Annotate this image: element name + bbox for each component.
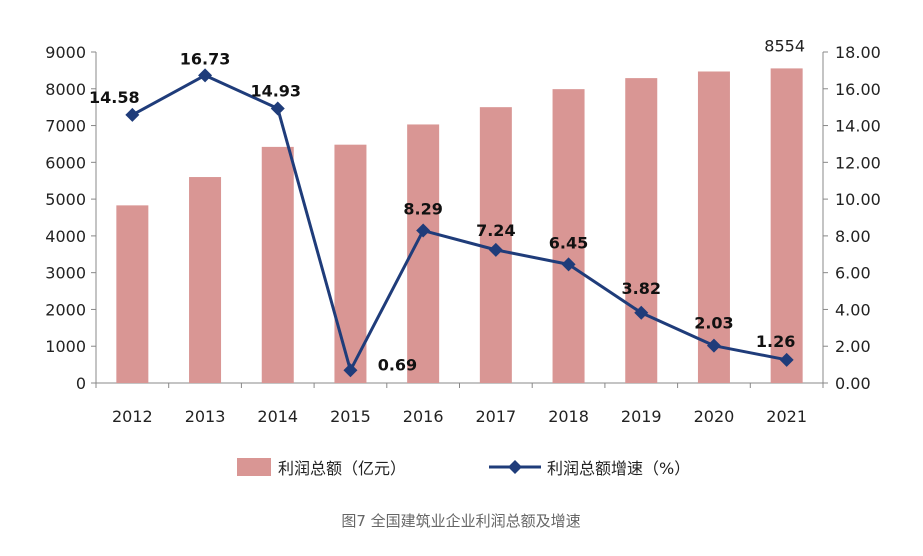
x-tick-label: 2018 — [548, 407, 589, 426]
left-tick-label: 5000 — [45, 190, 86, 209]
right-tick-label: 16.00 — [835, 80, 881, 99]
x-tick-label: 2015 — [330, 407, 371, 426]
line-point-marker — [416, 223, 431, 238]
x-tick-label: 2012 — [112, 407, 153, 426]
line-data-label: 2.03 — [694, 314, 733, 333]
x-tick-label: 2017 — [475, 407, 516, 426]
left-tick-label: 9000 — [45, 43, 86, 62]
x-tick-label: 2016 — [403, 407, 444, 426]
left-tick-label: 8000 — [45, 80, 86, 99]
left-tick-label: 0 — [76, 374, 86, 393]
x-tick-label: 2021 — [766, 407, 807, 426]
x-tick-label: 2020 — [694, 407, 735, 426]
right-tick-label: 2.00 — [835, 337, 871, 356]
legend-bar-label: 利润总额（亿元） — [278, 459, 406, 478]
bar — [697, 71, 730, 384]
line-data-label: 16.73 — [180, 49, 231, 68]
legend-diamond-marker — [508, 460, 522, 474]
axes: 0 1000 2000 3000 4000 5000 6000 7000 8000 9000 0.0… — [45, 43, 881, 426]
left-tick-label: 7000 — [45, 117, 86, 136]
x-tick-label: 2019 — [621, 407, 662, 426]
right-tick-label: 10.00 — [835, 190, 881, 209]
bar-data-label: 8554 — [764, 36, 805, 55]
line-point-marker — [706, 338, 721, 353]
line-data-label: 0.69 — [378, 355, 417, 374]
bar — [116, 205, 149, 383]
bar — [189, 177, 222, 383]
left-tick-label: 6000 — [45, 153, 86, 172]
line-data-label: 1.26 — [756, 332, 795, 351]
line-series — [125, 68, 794, 378]
legend-bar-swatch — [237, 458, 271, 476]
right-tick-label: 8.00 — [835, 227, 871, 246]
bar — [261, 146, 294, 383]
line-point-marker — [343, 363, 358, 378]
bar — [552, 89, 585, 383]
line-data-label: 6.45 — [549, 233, 588, 252]
left-tick-label: 3000 — [45, 264, 86, 283]
line-point-marker — [488, 242, 503, 257]
left-tick-label: 4000 — [45, 227, 86, 246]
x-tick-label: 2013 — [185, 407, 226, 426]
line-point-marker — [779, 352, 794, 367]
right-tick-label: 0.00 — [835, 374, 871, 393]
bar — [625, 78, 658, 384]
line-data-label: 3.82 — [622, 279, 661, 298]
right-tick-label: 4.00 — [835, 300, 871, 319]
line-data-label: 14.93 — [250, 81, 301, 100]
legend-line-label: 利润总额增速（%） — [547, 459, 690, 478]
data-labels: 8554 14.58 16.73 14.93 0.69 8.29 7.24 6.45 3.82 2… — [89, 36, 805, 374]
line-data-label: 7.24 — [476, 221, 515, 240]
right-tick-label: 6.00 — [835, 264, 871, 283]
line-point-marker — [561, 257, 576, 272]
right-tick-label: 12.00 — [835, 153, 881, 172]
line-point-marker — [270, 101, 285, 116]
bar-series — [116, 68, 803, 384]
right-tick-label: 14.00 — [835, 117, 881, 136]
line-data-label: 14.58 — [89, 88, 140, 107]
right-tick-label: 18.00 — [835, 43, 881, 62]
line-point-marker — [634, 305, 649, 320]
line-data-label: 8.29 — [403, 200, 442, 219]
line-point-marker — [198, 68, 213, 83]
figure-caption: 图7 全国建筑业企业利润总额及增速 — [341, 512, 580, 530]
legend: 利润总额（亿元） 利润总额增速（%） — [237, 458, 690, 478]
growth-line — [131, 73, 787, 372]
bar — [334, 144, 367, 383]
left-tick-label: 1000 — [45, 337, 86, 356]
line-point-marker — [125, 107, 140, 122]
x-tick-label: 2014 — [257, 407, 298, 426]
left-tick-label: 2000 — [45, 300, 86, 319]
bar — [770, 68, 803, 383]
